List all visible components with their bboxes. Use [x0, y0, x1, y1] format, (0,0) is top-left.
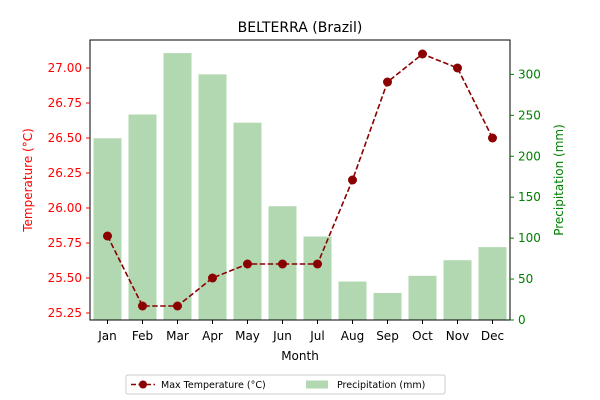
precipitation-bar-oct: [408, 275, 437, 320]
temperature-point-may: [243, 259, 252, 269]
precipitation-bar-sep: [373, 292, 402, 320]
x-tick-label: Sep: [376, 329, 399, 343]
temperature-point-mar: [173, 301, 182, 311]
left-tick-label: 26.75: [48, 96, 82, 110]
right-tick-label: 0: [518, 313, 526, 327]
precipitation-bar-apr: [198, 74, 227, 321]
x-tick-label: Apr: [202, 329, 223, 343]
x-tick-label: Aug: [341, 329, 364, 343]
chart-axes: [89, 39, 511, 321]
x-tick-label: Jul: [309, 329, 324, 343]
right-tick-label: 300: [518, 67, 541, 81]
legend: Max Temperature (°C) Precipitation (mm): [125, 374, 446, 395]
chart-title: BELTERRA (Brazil): [238, 20, 363, 36]
temperature-point-jan: [103, 231, 112, 241]
right-tick-label: 50: [518, 272, 533, 286]
left-tick-label: 25.50: [48, 271, 82, 285]
legend-frame: [125, 374, 446, 395]
legend-temperature-marker: [139, 380, 147, 389]
precipitation-bar-jul: [303, 236, 332, 320]
temperature-line: [103, 49, 497, 311]
left-axis-label: Temperature (°C): [21, 128, 35, 233]
temperature-point-jun: [278, 259, 287, 269]
x-tick-label: Oct: [412, 329, 433, 343]
x-tick-label: Mar: [166, 329, 189, 343]
x-tick-label: Nov: [446, 329, 469, 343]
left-tick-label: 26.00: [48, 201, 82, 215]
precipitation-bars: [93, 53, 507, 321]
legend-precipitation-swatch: [306, 380, 328, 389]
left-axis-ticks: 25.25 25.50 25.75 26.00 26.25 26.50 26.75 27.00: [48, 61, 90, 320]
left-tick-label: 26.50: [48, 131, 82, 145]
left-tick-label: 27.00: [48, 61, 82, 75]
right-axis-label: Precipitation (mm): [552, 124, 566, 236]
x-tick-label: Jun: [272, 329, 292, 343]
temperature-point-oct: [418, 49, 427, 59]
precipitation-bar-jan: [93, 138, 122, 320]
temperature-point-aug: [348, 175, 357, 185]
x-tick-label: Feb: [132, 329, 153, 343]
temperature-point-nov: [453, 63, 462, 73]
temperature-point-sep: [383, 77, 392, 87]
precipitation-bar-aug: [338, 281, 367, 320]
temperature-point-jul: [313, 259, 322, 269]
right-axis-ticks: 0 50 100 150 200 250 300: [510, 67, 541, 327]
precipitation-bar-may: [233, 122, 262, 320]
legend-temperature-label: Max Temperature (°C): [161, 380, 266, 391]
temperature-point-dec: [488, 133, 497, 143]
x-axis-ticks: Jan Feb Mar Apr May Jun Jul Aug Sep Oct Nov Dec: [97, 320, 504, 343]
right-tick-label: 200: [518, 149, 541, 163]
x-axis-label: Month: [281, 349, 319, 363]
temperature-series-line: [106, 53, 494, 307]
right-tick-label: 250: [518, 108, 541, 122]
precipitation-bar-nov: [443, 260, 472, 320]
precipitation-bar-feb: [128, 114, 157, 320]
plot-frame: [89, 39, 511, 321]
temperature-point-feb: [138, 301, 147, 311]
precipitation-bar-dec: [478, 247, 507, 320]
left-tick-label: 26.25: [48, 166, 82, 180]
x-tick-label: Jan: [97, 329, 117, 343]
x-tick-label: May: [235, 329, 260, 343]
left-tick-label: 25.75: [48, 236, 82, 250]
x-tick-label: Dec: [481, 329, 504, 343]
precipitation-bar-mar: [163, 53, 192, 320]
left-tick-label: 25.25: [48, 306, 82, 320]
right-tick-label: 100: [518, 231, 541, 245]
legend-precipitation-label: Precipitation (mm): [337, 380, 425, 391]
temperature-point-apr: [208, 273, 217, 283]
right-tick-label: 150: [518, 190, 541, 204]
